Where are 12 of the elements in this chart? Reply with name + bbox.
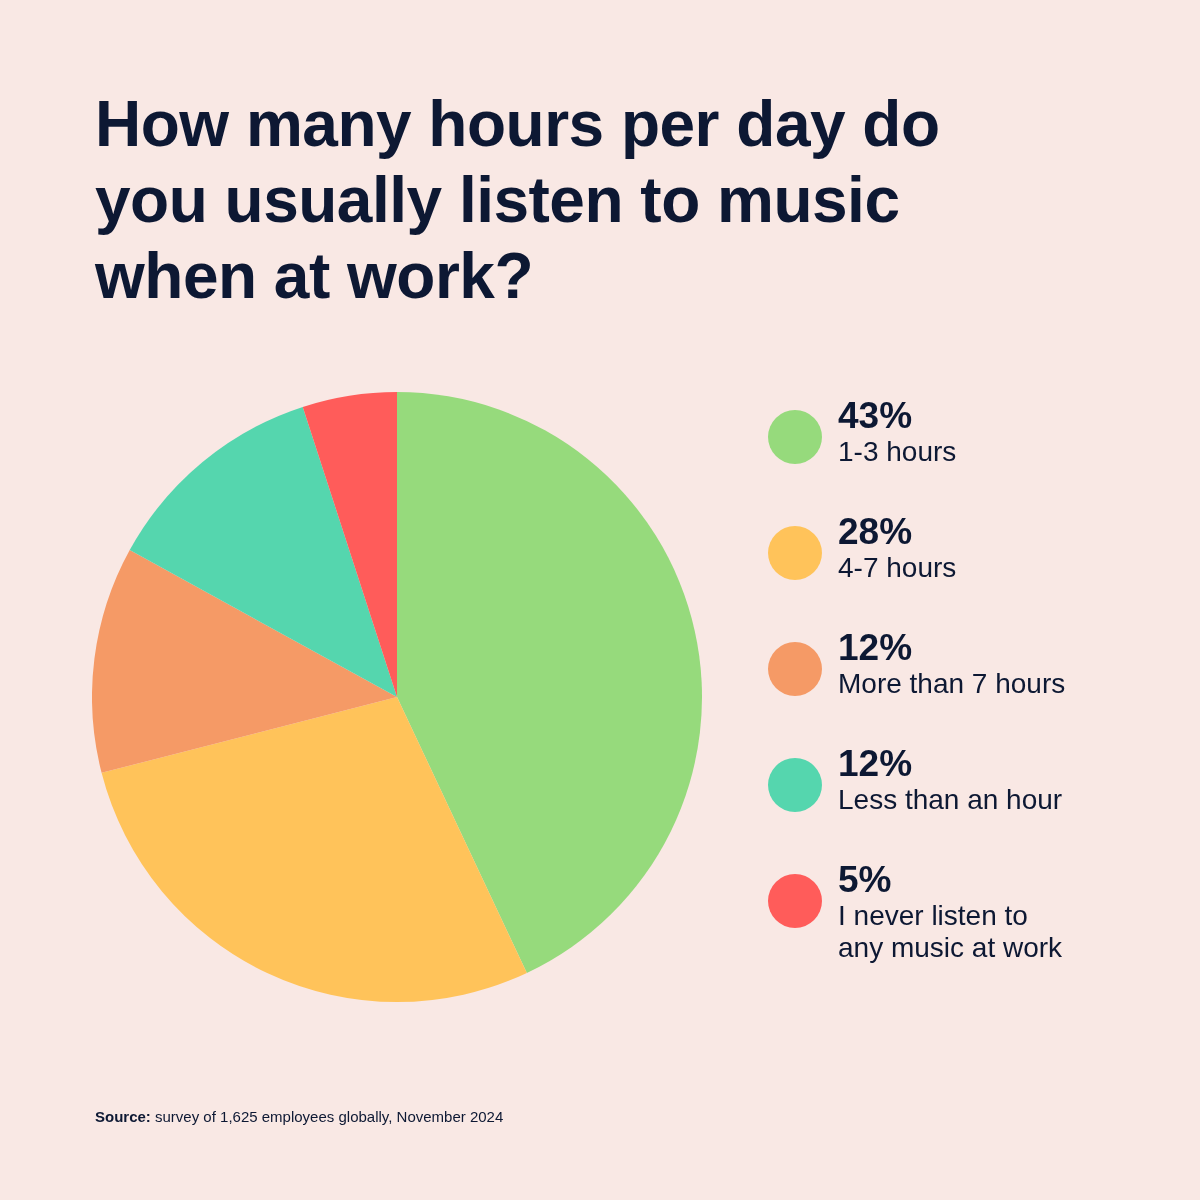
legend-label: 4-7 hours xyxy=(838,552,957,584)
data-label: 43% xyxy=(838,395,914,436)
data-label: 12% xyxy=(838,743,914,784)
legend-label: Less than an hour xyxy=(838,784,1063,816)
source-note: Source: survey of 1,625 employees globally, November 2024 xyxy=(95,1108,504,1125)
chart-title: How many hours per day do you usually listen to music when at work? xyxy=(95,87,941,314)
data-label: 5% xyxy=(838,859,893,900)
data-label: 12% xyxy=(838,627,914,668)
data-label: 28% xyxy=(838,511,914,552)
legend-label: 1-3 hours xyxy=(838,436,957,468)
legend-label: More than 7 hours xyxy=(838,668,1066,700)
legend-label: I never listen to any music at work xyxy=(838,900,1064,964)
